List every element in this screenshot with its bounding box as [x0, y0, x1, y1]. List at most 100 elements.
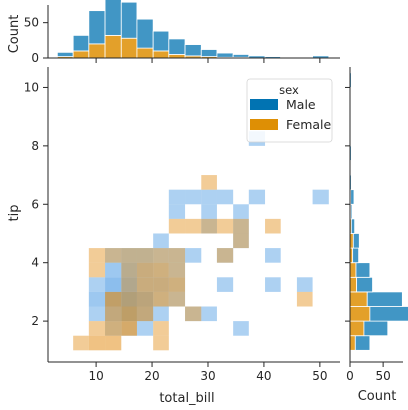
heatmap-cell-male [185, 189, 202, 205]
right-x-tick-label: 50 [375, 369, 390, 383]
heatmap-cell-female [296, 291, 313, 307]
x-tick-label: 50 [312, 369, 327, 383]
heatmap-cell-female [153, 277, 169, 292]
top-bar-female [88, 43, 106, 59]
y-tick-label: 8 [31, 139, 39, 153]
top-bar-male [200, 49, 218, 57]
top-bar-male [168, 38, 186, 55]
heatmap-cell-female [153, 291, 169, 307]
x-tick-label: 10 [88, 369, 103, 383]
right-bar-male [355, 262, 371, 278]
heatmap-cell-male [296, 277, 313, 292]
heatmap-cell-male [168, 204, 186, 219]
right-marginal-histogram [349, 72, 408, 351]
right-bar-female [349, 335, 356, 351]
heatmap-cell-female [201, 175, 217, 190]
legend-swatch-female [250, 119, 278, 130]
heatmap-cell-female [121, 321, 137, 336]
heatmap-cell-female [153, 262, 169, 278]
heatmap-cell-female [88, 262, 106, 278]
heatmap-cell-female [105, 306, 122, 322]
heatmap-cell-male [216, 189, 234, 205]
right-bar-male [352, 233, 360, 249]
right-bar-male [350, 189, 355, 205]
heatmap-cell-male [153, 306, 169, 322]
y-tick-label: 4 [31, 256, 39, 270]
heatmap-cell-female [136, 262, 154, 278]
heatmap-cell-female [168, 291, 186, 307]
right-bar-male [350, 218, 356, 234]
heatmap-cell-female [233, 233, 249, 249]
heatmap-cell-female [216, 248, 234, 263]
top-bar-female [152, 50, 170, 59]
right-bar-female [349, 262, 357, 278]
right-bar-male [366, 291, 403, 307]
heatmap-cell-female [105, 291, 122, 307]
heatmap-cell-female [201, 218, 217, 234]
top-count-label: Count [7, 15, 22, 54]
heatmap-cell-female [168, 248, 186, 263]
top-bar-male [184, 44, 202, 57]
top-bar-male [56, 51, 74, 57]
heatmap-cell-female [153, 321, 169, 336]
heatmap-cell-female [136, 277, 154, 292]
heatmap-cell-male [88, 291, 106, 307]
heatmap-cell-female [233, 218, 249, 234]
y-tick-label: 6 [31, 197, 39, 211]
heatmap-cell-female [88, 335, 106, 351]
legend-title: sex [279, 83, 299, 97]
heatmap-cell-male [201, 306, 217, 322]
legend: sex Male Female [246, 78, 333, 143]
right-count-label: Count [358, 389, 397, 404]
top-bar-male [136, 18, 154, 49]
joint-heatmap [73, 131, 329, 351]
right-x-tick-label: 0 [346, 369, 354, 383]
heatmap-cell-female [185, 218, 202, 234]
top-bar-male [88, 10, 106, 45]
heatmap-cell-female [185, 306, 202, 322]
heatmap-cell-female [168, 262, 186, 278]
heatmap-cell-male [88, 306, 106, 322]
x-tick-label: 30 [200, 369, 215, 383]
right-bar-female [349, 306, 371, 322]
top-bar-female [136, 47, 154, 59]
x-tick-label: 40 [256, 369, 271, 383]
heatmap-cell-female [121, 248, 137, 263]
top-y-tick-label: 50 [24, 16, 39, 30]
right-bar-male [369, 306, 408, 322]
axis-labels: total_bill tip Count Count [7, 15, 396, 406]
heatmap-cell-male [153, 233, 169, 249]
heatmap-cell-male [105, 262, 122, 278]
top-bar-male [120, 1, 138, 39]
heatmap-cell-male [105, 277, 122, 292]
heatmap-cell-male [185, 248, 202, 263]
heatmap-cell-male [136, 321, 154, 336]
legend-label-male: Male [286, 97, 316, 112]
heatmap-cell-male [265, 248, 281, 263]
top-bar-female [72, 50, 90, 59]
right-bar-male [352, 247, 360, 264]
right-bar-male [356, 276, 373, 293]
y-axis-label: tip [7, 205, 22, 222]
top-bar-male [72, 34, 90, 52]
heatmap-cell-female [136, 306, 154, 322]
x-axis-label: total_bill [159, 391, 214, 406]
heatmap-cell-female [216, 218, 234, 234]
heatmap-cell-male [248, 189, 266, 205]
top-marginal-histogram [56, 0, 330, 59]
heatmap-cell-female [105, 321, 122, 336]
heatmap-cell-female [88, 248, 106, 263]
heatmap-cell-female [121, 262, 137, 278]
heatmap-cell-male [201, 204, 217, 219]
heatmap-cell-female [265, 218, 281, 234]
heatmap-cell-female [121, 291, 137, 307]
legend-swatch-male [250, 99, 278, 110]
right-bar-male [354, 335, 371, 351]
heatmap-cell-male [265, 277, 281, 292]
heatmap-cell-female [168, 277, 186, 292]
heatmap-cell-male [233, 321, 249, 336]
right-bar-male [350, 203, 353, 220]
legend-label-female: Female [286, 117, 332, 132]
right-bar-male [363, 320, 389, 337]
